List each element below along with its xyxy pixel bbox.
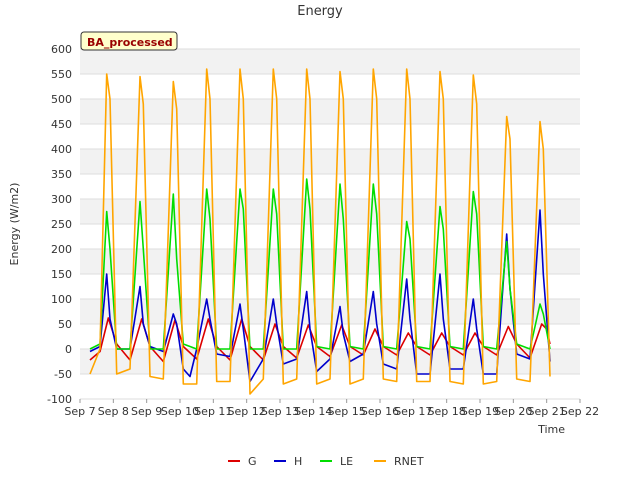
x-axis-label: Time <box>537 423 565 436</box>
badge: BA_processed <box>80 31 178 51</box>
x-tick-label: Sep 17 <box>394 405 432 418</box>
x-tick-label: Sep 12 <box>228 405 266 418</box>
grid-band <box>80 249 580 274</box>
x-tick-label: Sep 10 <box>161 405 199 418</box>
x-tick-label: Sep 20 <box>494 405 532 418</box>
x-tick-label: Sep 11 <box>194 405 232 418</box>
x-tick-label: Sep 15 <box>328 405 366 418</box>
grid-band <box>80 99 580 124</box>
y-tick-label: 450 <box>51 118 72 131</box>
x-tick-label: Sep 14 <box>294 405 332 418</box>
series-line-h <box>89 209 551 383</box>
y-tick-label: 50 <box>58 318 72 331</box>
y-tick-label: 300 <box>51 193 72 206</box>
x-tick-label: Sep 9 <box>131 405 162 418</box>
x-tick-label: Sep 19 <box>461 405 499 418</box>
y-tick-label: 500 <box>51 93 72 106</box>
y-tick-label: 350 <box>51 168 72 181</box>
x-tick-label: Sep 16 <box>361 405 399 418</box>
y-tick-label: -50 <box>54 368 72 381</box>
y-tick-label: 250 <box>51 218 72 231</box>
y-axis-ticks: -100 -50 0 50 100 150 200 250 300 350 400 450 500 550… <box>47 43 72 406</box>
y-tick-label: -100 <box>47 393 72 406</box>
legend-label-rnet: RNET <box>394 455 424 468</box>
y-tick-label: 0 <box>65 343 72 356</box>
y-tick-label: 400 <box>51 143 72 156</box>
x-tick-label: Sep 21 <box>528 405 566 418</box>
grid-band <box>80 149 580 174</box>
grid-band <box>80 299 580 324</box>
legend-label-g: G <box>248 455 257 468</box>
chart-title: Energy <box>297 4 343 19</box>
y-tick-label: 550 <box>51 68 72 81</box>
grid-band <box>80 199 580 224</box>
badge-text: BA_processed <box>87 36 173 49</box>
legend: G H LE RNET <box>228 455 424 468</box>
x-tick-label: Sep 7 <box>64 405 95 418</box>
badge-box <box>80 31 178 51</box>
legend-label-h: H <box>294 455 302 468</box>
y-tick-label: 600 <box>51 43 72 56</box>
x-tick-label: Sep 13 <box>261 405 299 418</box>
grid-band <box>80 49 580 74</box>
legend-label-le: LE <box>340 455 353 468</box>
y-tick-label: 150 <box>51 268 72 281</box>
x-tick-label: Sep 8 <box>98 405 129 418</box>
series-line-rnet <box>89 68 551 395</box>
series-lines <box>89 68 551 395</box>
x-tick-label: Sep 18 <box>428 405 466 418</box>
y-tick-label: 100 <box>51 293 72 306</box>
y-tick-label: 200 <box>51 243 72 256</box>
x-tick-label: Sep 22 <box>561 405 599 418</box>
y-axis-label: Energy (W/m2) <box>8 183 21 266</box>
